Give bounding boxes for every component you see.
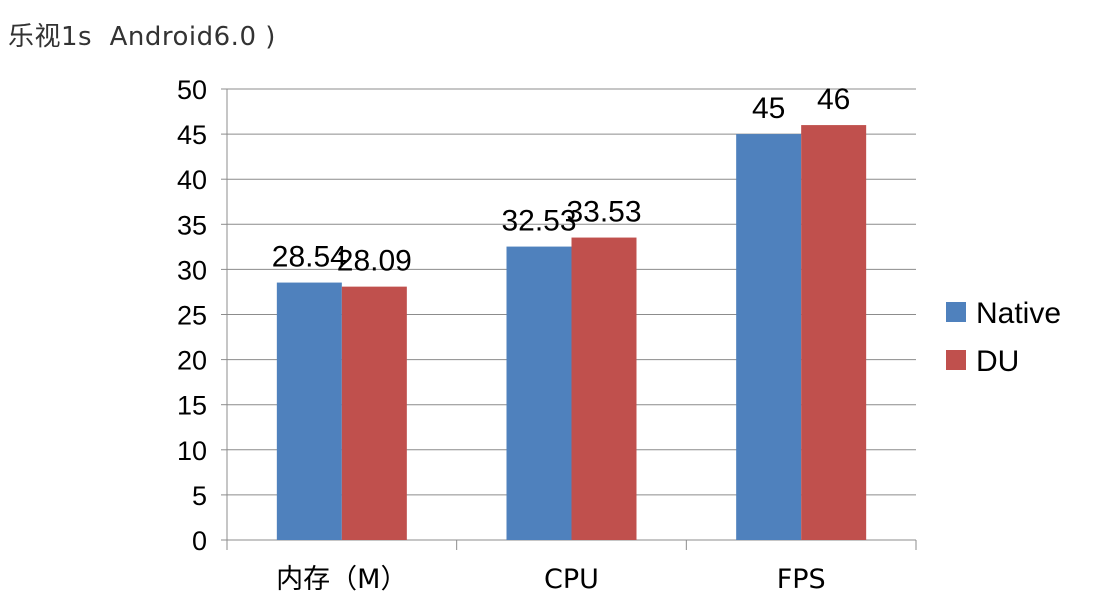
y-tick-label: 30 <box>177 255 207 285</box>
bar-native <box>736 134 801 540</box>
legend-label-native: Native <box>976 297 1061 330</box>
data-label: 46 <box>817 83 850 116</box>
y-tick-label: 45 <box>177 120 207 150</box>
bar-du <box>572 238 637 540</box>
x-tick-label: FPS <box>777 564 826 595</box>
y-tick-label: 25 <box>177 301 207 331</box>
data-label: 32.53 <box>501 205 576 238</box>
x-tick-label: CPU <box>544 564 599 595</box>
y-tick-label: 0 <box>192 526 207 556</box>
y-tick-label: 10 <box>177 436 207 466</box>
data-label: 28.09 <box>337 245 412 278</box>
y-tick-label: 20 <box>177 346 207 376</box>
y-tick-label: 40 <box>177 165 207 195</box>
legend-label-du: DU <box>976 345 1019 378</box>
y-tick-label: 35 <box>177 210 207 240</box>
data-label: 33.53 <box>566 196 641 229</box>
data-label: 45 <box>752 92 785 125</box>
bar-du <box>342 287 407 540</box>
y-tick-label: 50 <box>177 75 207 105</box>
x-tick-label: 内存（M） <box>276 564 407 595</box>
y-tick-label: 5 <box>192 481 207 511</box>
legend-swatch-native <box>946 302 966 322</box>
bar-native <box>507 247 572 540</box>
bar-du <box>801 125 866 540</box>
bar-native <box>277 283 342 540</box>
y-tick-label: 15 <box>177 391 207 421</box>
legend-swatch-du <box>946 350 966 370</box>
data-label: 28.54 <box>272 241 347 274</box>
